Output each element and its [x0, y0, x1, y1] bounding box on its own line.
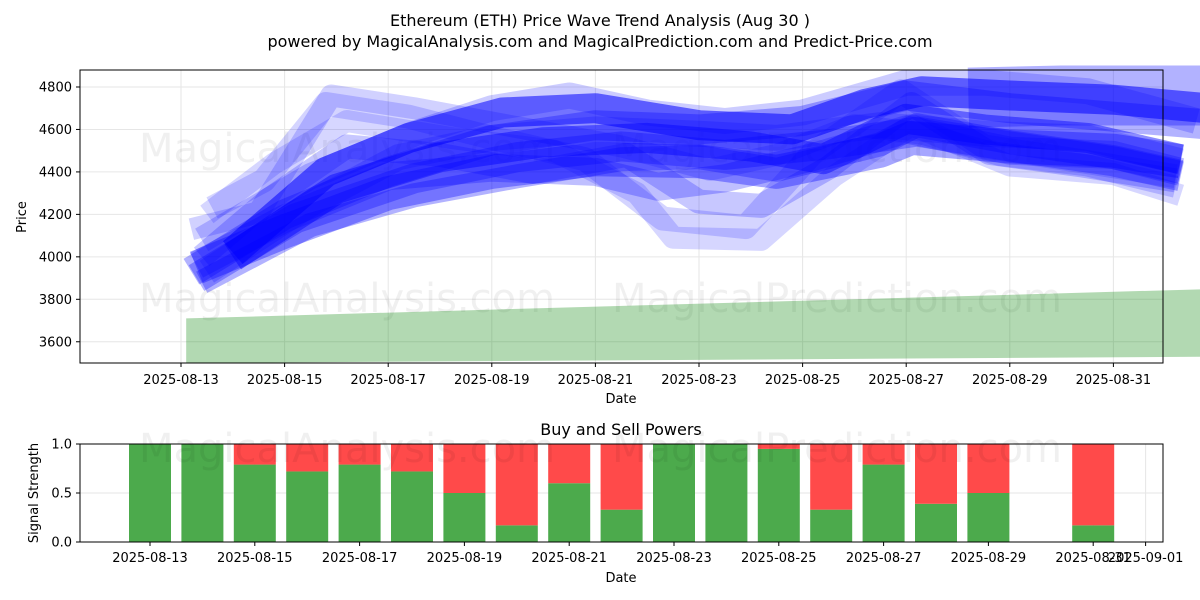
sell-bar — [810, 444, 853, 510]
buy-bar — [181, 444, 224, 542]
signal-x-ticks: 2025-08-13 2025-08-15 2025-08-17 2025-08-19… — [112, 542, 1183, 566]
wave-band-4 — [193, 92, 1178, 266]
sell-bar — [1072, 444, 1115, 526]
price-y-axis-label: Price — [15, 201, 30, 233]
price-x-tick-label: 2025-08-25 — [765, 373, 841, 388]
price-y-tick-label: 3600 — [39, 335, 72, 350]
price-x-tick-label: 2025-08-17 — [350, 373, 426, 388]
buy-bar — [757, 448, 800, 542]
price-y-tick-label: 4200 — [39, 208, 72, 223]
watermark-analysis-mid: MagicalAnalysis.com — [139, 276, 555, 322]
signal-y-ticks: 0.0 0.5 1.0 — [51, 438, 80, 551]
wave-band-13 — [224, 103, 1185, 270]
price-plot-frame — [79, 69, 1164, 364]
signal-x-tick-label: 2025-08-17 — [322, 551, 398, 566]
price-y-ticks: 3600 3800 4000 4200 4400 4600 4800 — [39, 80, 80, 350]
price-y-tick-label: 4400 — [39, 165, 72, 180]
sell-bar — [443, 444, 486, 493]
signal-x-tick-label: 2025-08-21 — [531, 551, 607, 566]
chart-title-line2: powered by MagicalAnalysis.com and Magic… — [267, 32, 932, 51]
price-x-tick-label: 2025-08-15 — [247, 373, 323, 388]
signal-y-tick-label: 0.5 — [51, 487, 72, 502]
buy-bar — [443, 493, 486, 542]
wave-band-5 — [189, 115, 1185, 278]
price-x-tick-label: 2025-08-23 — [661, 373, 737, 388]
wave-band-3 — [200, 110, 1185, 251]
signal-x-tick-label: 2025-08-19 — [427, 551, 503, 566]
signal-panel: Buy and Sell Powers MagicalAnalysis.com … — [27, 420, 1183, 586]
sell-bar — [600, 444, 643, 510]
signal-y-axis-label: Signal Strength — [27, 443, 42, 543]
buy-bar — [915, 503, 957, 542]
trend-band — [186, 289, 1200, 363]
sell-bar — [495, 444, 538, 526]
wave-band-2 — [206, 79, 1178, 240]
price-x-tick-label: 2025-08-27 — [868, 373, 944, 388]
buy-bar — [129, 444, 171, 542]
wave-band-10 — [188, 116, 1184, 291]
buy-bar — [495, 525, 538, 542]
signal-x-tick-label: 2025-08-27 — [846, 551, 922, 566]
signal-x-tick-label: 2025-08-31 — [1055, 551, 1131, 566]
sell-bar — [286, 444, 329, 472]
buy-bar — [967, 493, 1010, 542]
wave-band-9 — [190, 120, 1184, 284]
buy-bar — [653, 444, 695, 542]
watermark-prediction-mid: MagicalPrediction.com — [612, 276, 1062, 322]
signal-x-tick-label: 2025-08-25 — [741, 551, 817, 566]
price-y-tick-label: 3800 — [39, 293, 72, 308]
buy-bar — [600, 509, 643, 542]
price-y-tick-label: 4600 — [39, 123, 72, 138]
sell-bar — [391, 444, 433, 472]
signal-y-tick-label: 0.0 — [51, 536, 72, 551]
price-y-tick-label: 4800 — [39, 80, 72, 95]
price-y-tick-label: 4000 — [39, 250, 72, 265]
sell-bar — [915, 444, 957, 504]
buy-bar — [338, 464, 381, 542]
signal-x-axis-label: Date — [605, 571, 636, 586]
sell-bar — [338, 444, 381, 465]
buy-bar — [810, 509, 853, 542]
signal-chart-title: Buy and Sell Powers — [540, 420, 702, 439]
chart-title-line1: Ethereum (ETH) Price Wave Trend Analysis… — [390, 11, 810, 30]
buy-bar — [862, 464, 905, 542]
signal-watermarks: MagicalAnalysis.com MagicalPrediction.co… — [139, 426, 1062, 472]
signal-x-tick-label: 2025-08-13 — [112, 551, 188, 566]
watermark-prediction-bottom: MagicalPrediction.com — [612, 426, 1062, 472]
signal-x-tick-label: 2025-08-15 — [217, 551, 293, 566]
wave-band-14 — [967, 65, 1200, 128]
sell-bar — [548, 444, 591, 484]
buy-bar — [391, 471, 433, 542]
wave-band-12 — [222, 76, 1200, 264]
price-x-ticks: 2025-08-13 2025-08-15 2025-08-17 2025-08-19… — [143, 363, 1151, 388]
watermark-analysis-bottom: MagicalAnalysis.com — [139, 426, 555, 472]
price-x-tick-label: 2025-08-29 — [972, 373, 1048, 388]
price-x-tick-label: 2025-08-13 — [143, 373, 219, 388]
wave-band-11 — [196, 113, 1184, 293]
buy-bar — [286, 471, 329, 542]
sell-bar — [967, 444, 1010, 493]
sell-bar — [757, 444, 800, 449]
signal-x-tick-label: 2025-08-29 — [951, 551, 1027, 566]
buy-bar — [1072, 525, 1115, 542]
signal-bars — [129, 444, 1115, 542]
signal-y-tick-label: 1.0 — [51, 438, 72, 453]
wave-band-1 — [188, 84, 1179, 240]
buy-bar — [233, 464, 276, 542]
buy-bar — [705, 444, 748, 542]
price-grid — [80, 70, 1163, 363]
signal-x-tick-label: 2025-08-23 — [636, 551, 712, 566]
price-x-tick-label: 2025-08-21 — [558, 373, 634, 388]
sell-bar — [233, 444, 276, 465]
signal-x-tick-label: 2025-09-01 — [1108, 551, 1184, 566]
price-x-tick-label: 2025-08-19 — [454, 373, 530, 388]
price-panel: MagicalAnalysis.com MagicalPrediction.co… — [15, 65, 1200, 407]
price-x-tick-label: 2025-08-31 — [1076, 373, 1152, 388]
buy-bar — [548, 483, 591, 542]
price-x-axis-label: Date — [605, 392, 636, 407]
sell-bar — [862, 444, 905, 465]
price-series — [183, 65, 1200, 363]
